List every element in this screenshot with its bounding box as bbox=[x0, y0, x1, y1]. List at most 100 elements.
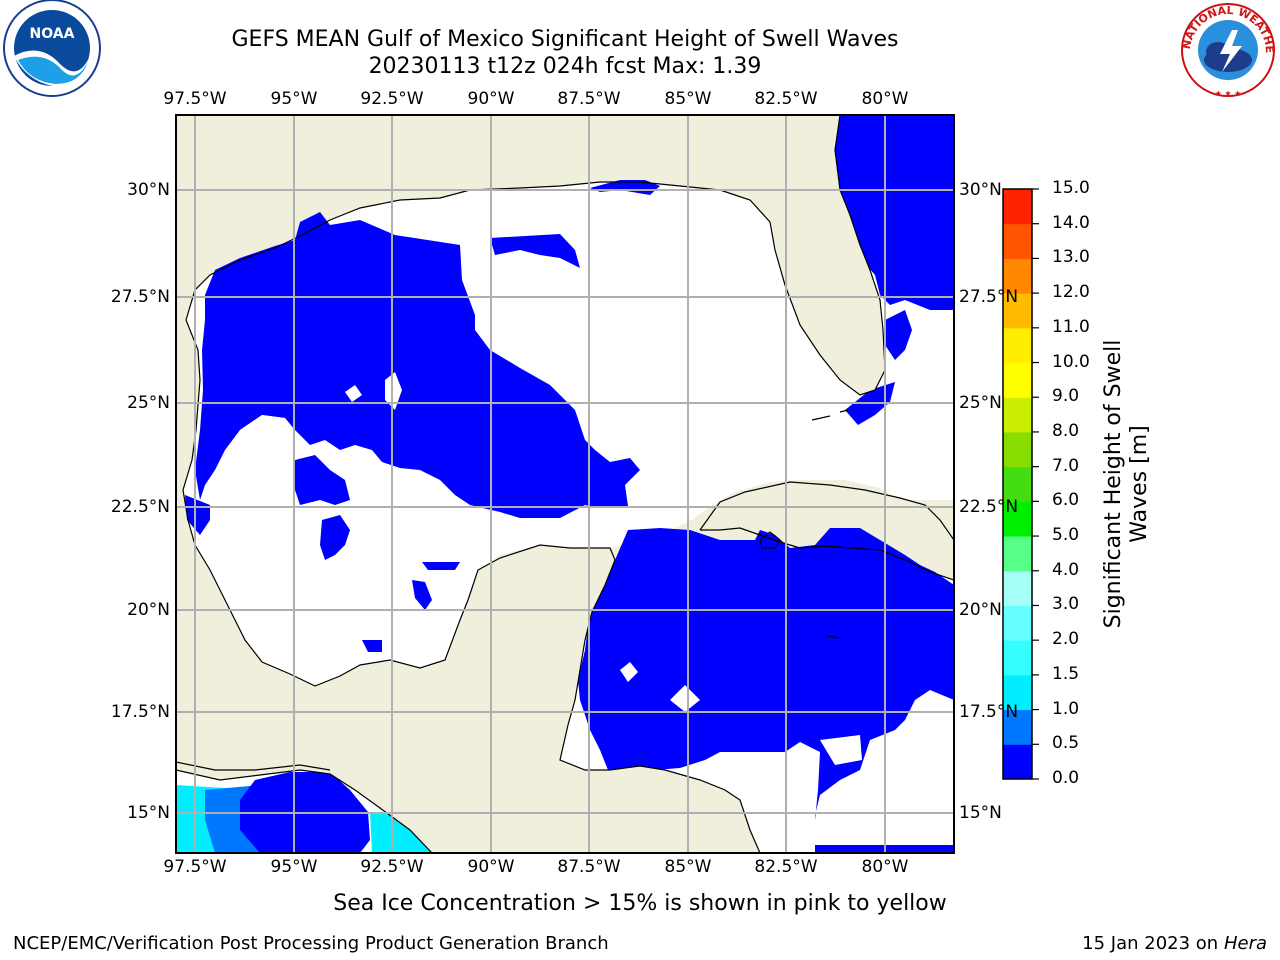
lon-label: 82.5°W bbox=[754, 89, 818, 109]
colorbar-label: Significant Height of Swell Waves [m] bbox=[1101, 339, 1152, 629]
lon-label: 80°W bbox=[861, 89, 909, 109]
colorbar-segment bbox=[1003, 327, 1032, 364]
lon-label: 90°W bbox=[467, 857, 515, 877]
swell-pacific-lightblue bbox=[205, 785, 270, 853]
lon-label: 95°W bbox=[270, 857, 318, 877]
map-title: GEFS MEAN Gulf of Mexico Significant Hei… bbox=[231, 27, 899, 52]
lat-label: 27.5°N bbox=[959, 287, 1019, 307]
colorbar-segment bbox=[1003, 431, 1032, 468]
swell-patch-keys bbox=[845, 382, 895, 425]
gulf-ocean bbox=[183, 115, 954, 686]
swell-patch-7 bbox=[490, 234, 580, 268]
nws-logo: NATIONAL WEATHER SERVICE ★ ★ ★ bbox=[1176, 0, 1280, 104]
swell-patch-2 bbox=[320, 515, 350, 560]
caribbean-ocean bbox=[560, 530, 954, 853]
colorbar-tick-label: 9.0 bbox=[1052, 386, 1080, 407]
swell-patch-1 bbox=[295, 455, 350, 505]
colorbar-tick-label: 0.5 bbox=[1052, 733, 1080, 754]
lat-label: 20°N bbox=[127, 600, 170, 620]
hole-3 bbox=[345, 385, 362, 402]
hole-6 bbox=[910, 712, 935, 742]
lon-label: 97.5°W bbox=[163, 89, 227, 109]
swell-pacific-blue bbox=[240, 772, 370, 853]
swell-field-gulf bbox=[195, 212, 640, 518]
colorbar-tick-label: 7.0 bbox=[1052, 455, 1080, 476]
colorbar-tick-label: 3.0 bbox=[1052, 594, 1080, 615]
map-frame bbox=[175, 114, 955, 854]
lon-label: 85°W bbox=[664, 857, 712, 877]
colorbar-segment bbox=[1003, 536, 1032, 572]
colorbar-tick-label: 14.0 bbox=[1052, 212, 1090, 233]
cuba-land bbox=[700, 482, 954, 580]
colorbar-segment bbox=[1003, 223, 1032, 259]
hole-1 bbox=[240, 415, 295, 455]
land-background bbox=[176, 115, 954, 853]
colorbar-tick-label: 10.0 bbox=[1052, 351, 1090, 372]
colorbar-segment bbox=[1003, 189, 1032, 225]
hole-7 bbox=[820, 735, 862, 765]
lat-label: 22.5°N bbox=[959, 497, 1019, 517]
colorbar-tick-label: 0.0 bbox=[1052, 768, 1080, 788]
lon-label: 95°W bbox=[270, 89, 318, 109]
swell-field-caribbean bbox=[578, 528, 954, 853]
colorbar-segment bbox=[1003, 362, 1032, 398]
swell-field-atlantic bbox=[835, 115, 954, 310]
colorbar-tick-label: 1.5 bbox=[1052, 663, 1080, 684]
lat-label: 27.5°N bbox=[110, 287, 170, 307]
central-america-coast-fill bbox=[176, 762, 330, 780]
lon-label: 90°W bbox=[467, 89, 515, 109]
gridlines bbox=[176, 115, 954, 853]
lon-label: 80°W bbox=[861, 857, 909, 877]
lat-label: 30°N bbox=[959, 180, 1002, 200]
lon-label: 92.5°W bbox=[360, 857, 424, 877]
colorbar-tick-label: 6.0 bbox=[1052, 490, 1080, 511]
lat-label: 15°N bbox=[959, 803, 1002, 823]
map-subtitle: 20230113 t12z 024h fcst Max: 1.39 bbox=[368, 54, 762, 79]
footer-date-text: 15 Jan 2023 on bbox=[1082, 933, 1224, 954]
lat-label: 20°N bbox=[959, 600, 1002, 620]
colorbar-tick-label: 2.0 bbox=[1052, 629, 1080, 650]
noaa-logo: NOAA bbox=[0, 0, 110, 110]
lat-label: 17.5°N bbox=[110, 702, 170, 722]
sea-ice-note: Sea Ice Concentration > 15% is shown in … bbox=[333, 891, 947, 916]
svg-text:NOAA: NOAA bbox=[30, 26, 75, 42]
lon-label: 92.5°W bbox=[360, 89, 424, 109]
swell-patch-5 bbox=[422, 562, 460, 570]
svg-text:★ ★ ★: ★ ★ ★ bbox=[1215, 89, 1242, 98]
colorbar-frame bbox=[1002, 188, 1033, 780]
swell-patch-bahamas bbox=[885, 310, 912, 360]
colorbar-tick-label: 1.0 bbox=[1052, 698, 1080, 719]
footer-host: Hera bbox=[1223, 933, 1267, 954]
swell-pacific-cyan-east bbox=[370, 812, 432, 853]
yucatan-land bbox=[315, 545, 760, 853]
lat-label: 25°N bbox=[127, 393, 170, 413]
colorbar-tick-label: 13.0 bbox=[1052, 247, 1090, 268]
colorbar-ticks bbox=[1032, 188, 1039, 780]
colorbar-tick-label: 5.0 bbox=[1052, 525, 1080, 546]
swell-patch-4 bbox=[412, 580, 432, 610]
swell-patch-3 bbox=[185, 495, 210, 535]
pacific-ocean bbox=[176, 770, 432, 853]
swell-pacific-cyan bbox=[176, 785, 255, 853]
lat-label: 30°N bbox=[127, 180, 170, 200]
footer-date: 15 Jan 2023 on Hera bbox=[1082, 933, 1267, 954]
hole-2 bbox=[385, 372, 402, 410]
map-plot-area bbox=[176, 115, 954, 853]
colorbar-segment bbox=[1003, 397, 1032, 433]
colorbar bbox=[1003, 189, 1032, 780]
hole-5 bbox=[670, 685, 700, 712]
colorbar-segment bbox=[1003, 744, 1032, 780]
swell-patch-6 bbox=[362, 640, 382, 652]
colorbar-segment bbox=[1003, 570, 1032, 606]
lat-label: 22.5°N bbox=[110, 497, 170, 517]
colorbar-tick-label: 11.0 bbox=[1052, 316, 1090, 337]
hole-4 bbox=[620, 662, 638, 682]
lon-label: 97.5°W bbox=[163, 857, 227, 877]
lon-label: 85°W bbox=[664, 89, 712, 109]
colorbar-tick-label: 15.0 bbox=[1052, 178, 1090, 198]
colorbar-tick-label: 8.0 bbox=[1052, 420, 1080, 441]
lon-label: 82.5°W bbox=[754, 857, 818, 877]
colorbar-tick-label: 12.0 bbox=[1052, 282, 1090, 303]
lat-label: 15°N bbox=[127, 803, 170, 823]
